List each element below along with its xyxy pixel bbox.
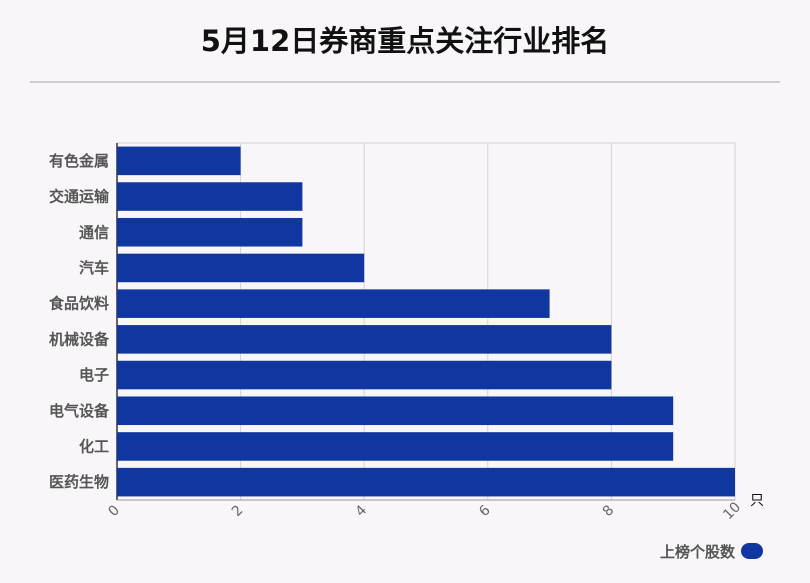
x-tick-label: 8 [600, 502, 618, 520]
x-tick-label: 0 [105, 502, 123, 520]
x-tick-label: 6 [476, 502, 494, 520]
x-tick-label: 10 [720, 499, 744, 523]
bar [117, 467, 735, 497]
legend-swatch [741, 543, 764, 559]
category-label: 交通运输 [49, 188, 110, 206]
chart-title: 5月12日券商重点关注行业排名 [200, 24, 610, 58]
bar [117, 253, 365, 283]
category-label: 有色金属 [49, 152, 109, 170]
legend-label: 上榜个股数 [660, 542, 736, 561]
category-label: 汽车 [79, 259, 109, 277]
category-label: 电气设备 [49, 402, 110, 420]
bar [117, 217, 303, 247]
bar [117, 396, 674, 426]
bar [117, 360, 612, 390]
category-label: 医药生物 [49, 473, 109, 491]
bar [117, 289, 550, 318]
bar [117, 182, 303, 211]
category-label: 电子 [79, 366, 109, 384]
legend: 上榜个股数 [660, 540, 764, 562]
x-unit-label: 只 [750, 493, 764, 509]
x-tick-label: 4 [353, 502, 371, 520]
category-label: 食品饮料 [49, 295, 109, 313]
category-label: 通信 [79, 223, 109, 241]
category-label: 机械设备 [49, 330, 110, 348]
x-tick-label: 2 [229, 502, 247, 520]
bar [117, 325, 612, 354]
category-label: 化工 [79, 437, 109, 455]
bar [117, 146, 241, 176]
title-divider [30, 81, 780, 83]
bar [117, 432, 674, 461]
